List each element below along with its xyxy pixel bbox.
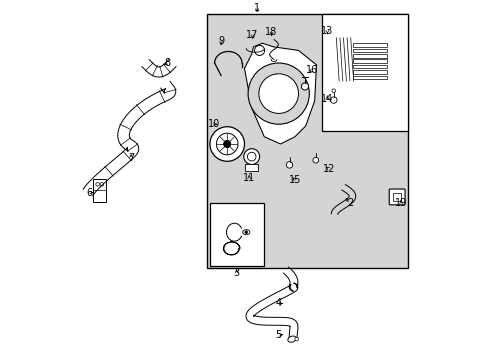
- Text: 18: 18: [265, 27, 277, 37]
- Bar: [352, 70, 386, 74]
- Bar: [352, 49, 386, 52]
- Text: 5: 5: [275, 330, 281, 340]
- Circle shape: [301, 83, 308, 90]
- Bar: [206, 14, 407, 268]
- Text: 11: 11: [243, 173, 255, 183]
- Ellipse shape: [242, 230, 249, 235]
- Circle shape: [312, 157, 318, 163]
- Bar: [352, 43, 386, 47]
- Text: 2: 2: [347, 198, 353, 208]
- Text: 8: 8: [163, 58, 170, 68]
- Text: 14: 14: [321, 94, 333, 104]
- Circle shape: [285, 162, 292, 168]
- Bar: [93, 179, 106, 202]
- Text: 12: 12: [322, 164, 335, 174]
- FancyBboxPatch shape: [388, 189, 404, 205]
- Circle shape: [330, 97, 336, 103]
- Text: 3: 3: [233, 268, 239, 278]
- Bar: [352, 76, 386, 79]
- Bar: [321, 14, 407, 131]
- Text: 16: 16: [305, 65, 318, 75]
- Text: 4: 4: [275, 298, 281, 309]
- Text: 9: 9: [218, 36, 224, 46]
- Bar: [392, 193, 401, 201]
- Circle shape: [244, 149, 259, 165]
- Circle shape: [258, 74, 298, 113]
- Text: 1: 1: [254, 3, 260, 13]
- Bar: [352, 54, 386, 58]
- Text: 17: 17: [246, 30, 258, 40]
- Text: 7: 7: [128, 153, 134, 163]
- Circle shape: [247, 63, 309, 124]
- Circle shape: [244, 231, 247, 234]
- Circle shape: [331, 89, 335, 93]
- Ellipse shape: [294, 337, 298, 341]
- Bar: [210, 203, 264, 266]
- Bar: [352, 65, 386, 68]
- Text: 10: 10: [207, 119, 220, 129]
- Circle shape: [216, 133, 238, 155]
- Text: 13: 13: [321, 26, 333, 36]
- Circle shape: [254, 45, 264, 55]
- Text: 15: 15: [288, 175, 301, 185]
- Circle shape: [223, 140, 230, 148]
- Circle shape: [209, 127, 244, 161]
- Bar: [244, 164, 258, 171]
- Text: 6: 6: [86, 188, 92, 198]
- Circle shape: [247, 152, 256, 161]
- Ellipse shape: [287, 336, 296, 342]
- Polygon shape: [244, 43, 316, 144]
- Bar: [352, 59, 386, 63]
- Text: 19: 19: [394, 198, 407, 208]
